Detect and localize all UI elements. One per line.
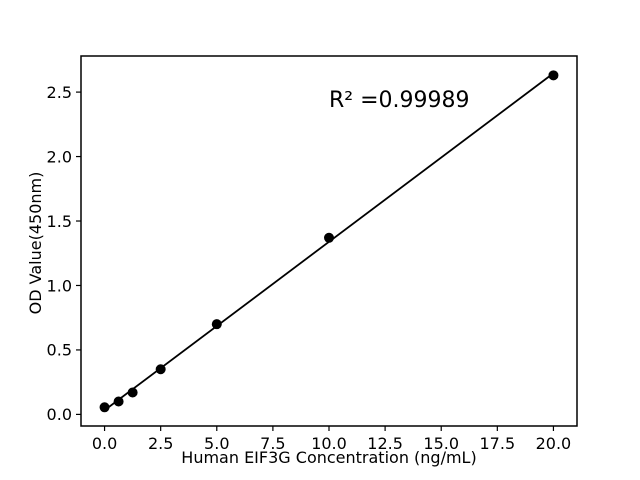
data-point xyxy=(113,396,124,407)
x-tick-label: 12.5 xyxy=(367,434,403,453)
x-tick-label: 17.5 xyxy=(480,434,516,453)
data-point xyxy=(324,232,334,243)
y-tick-label: 1.0 xyxy=(47,276,72,295)
y-tick-label: 1.5 xyxy=(47,212,72,231)
y-tick-label: 2.0 xyxy=(47,147,72,166)
y-tick-label: 0.5 xyxy=(47,341,72,360)
x-tick-label: 10.0 xyxy=(311,434,347,453)
y-tick-label: 2.5 xyxy=(47,83,72,102)
x-tick-label: 5.0 xyxy=(204,434,229,453)
data-point xyxy=(548,70,559,81)
data-point xyxy=(155,364,166,375)
data-point xyxy=(127,387,138,398)
data-point xyxy=(211,319,222,330)
x-tick-label: 15.0 xyxy=(423,434,459,453)
y-axis-label: OD Value(450nm) xyxy=(26,171,45,315)
x-tick-label: 0.0 xyxy=(92,434,117,453)
r-squared-annotation: R² =0.99989 xyxy=(329,88,470,114)
data-point xyxy=(99,402,110,413)
x-tick-label: 20.0 xyxy=(536,434,572,453)
x-tick-label: 2.5 xyxy=(148,434,173,453)
x-axis-label: Human EIF3G Concentration (ng/mL) xyxy=(181,448,477,467)
y-tick-label: 0.0 xyxy=(47,405,72,424)
x-tick-label: 7.5 xyxy=(260,434,285,453)
